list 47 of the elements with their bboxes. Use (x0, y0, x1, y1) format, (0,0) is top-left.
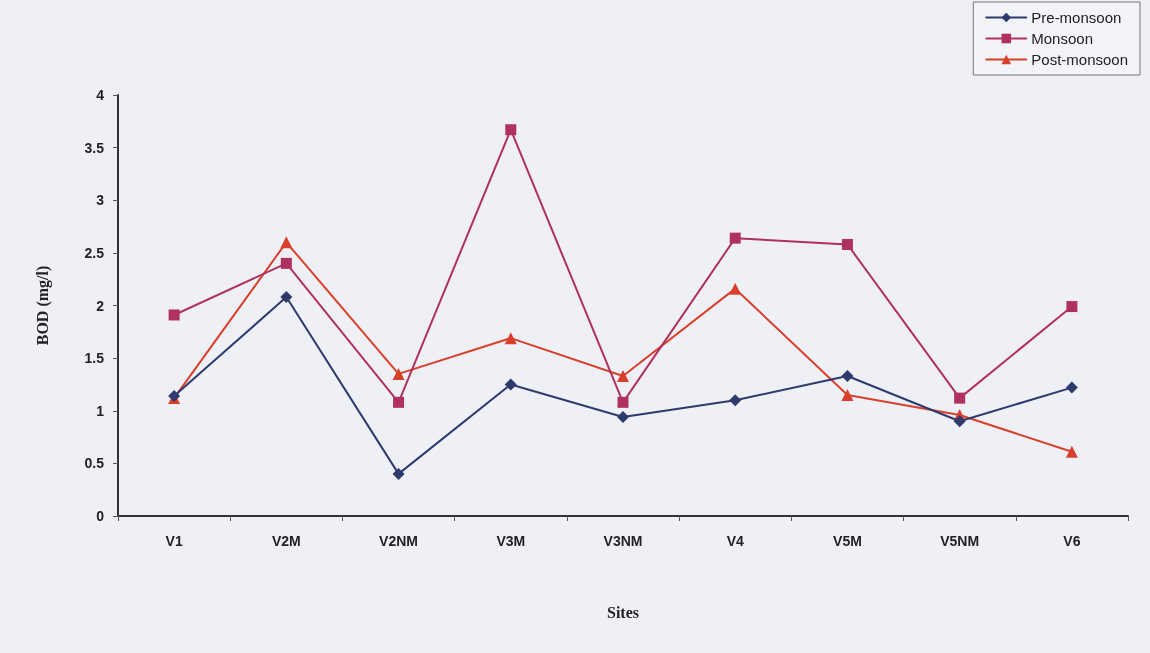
point (280, 236, 293, 249)
x-tick-label: V3NM (603, 533, 643, 549)
point (392, 467, 405, 480)
legend-label: Monsoon (1031, 30, 1093, 47)
x-axis-title: Sites (607, 603, 639, 621)
point (953, 415, 966, 428)
point (729, 232, 741, 244)
point (841, 238, 853, 250)
point (1066, 301, 1078, 313)
point (280, 291, 293, 304)
legend-label: Post-monsoon (1031, 51, 1128, 68)
y-tick-label: 3.5 (84, 139, 105, 156)
x-tick-label: V5M (833, 533, 862, 549)
y-tick-label: 1 (96, 402, 105, 419)
x-tick-label: V3M (496, 533, 526, 549)
point (841, 388, 854, 401)
point (393, 396, 405, 408)
point (1065, 381, 1078, 394)
x-tick-label: V2M (271, 533, 301, 549)
y-tick-label: 4 (96, 87, 105, 103)
point (392, 367, 405, 380)
y-tick-label: 1.5 (84, 350, 105, 367)
legend-label: Pre-monsoon (1031, 9, 1122, 26)
point (1065, 445, 1078, 458)
point (729, 282, 742, 295)
y-tick-label: 2 (96, 297, 105, 314)
point (504, 332, 517, 345)
point (504, 378, 517, 391)
point (505, 124, 517, 136)
x-tick-label: V6 (1063, 533, 1081, 549)
point (729, 394, 742, 407)
x-tick-label: V4 (726, 533, 744, 549)
y-axis-title: BOD (mg/l) (33, 265, 52, 346)
point (280, 257, 292, 269)
point (841, 370, 854, 383)
x-tick-label: V1 (165, 533, 183, 549)
y-tick-label: 0 (96, 508, 105, 524)
point (617, 411, 629, 424)
y-tick-label: 0.5 (84, 455, 105, 472)
x-tick-label: V5NM (940, 533, 980, 549)
x-tick-label: V2NM (379, 533, 419, 549)
point (954, 392, 966, 404)
point (617, 370, 629, 383)
y-tick-label: 2.5 (84, 244, 105, 261)
y-tick-label: 3 (96, 192, 105, 209)
point (168, 309, 180, 321)
point (617, 396, 629, 408)
